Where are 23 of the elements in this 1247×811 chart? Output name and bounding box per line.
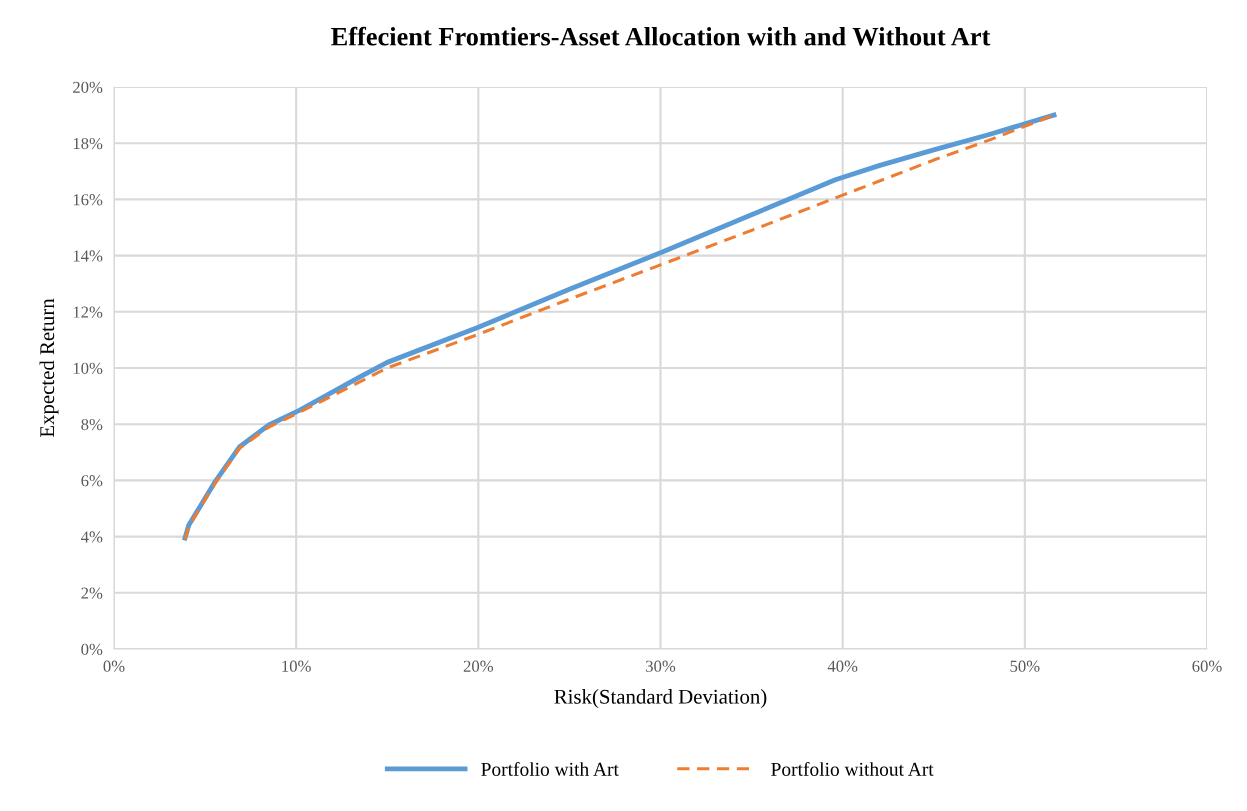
- chart-title: Effecient Fromtiers-Asset Allocation with and Without Art: [331, 26, 991, 46]
- y-tick-label: 16%: [73, 194, 103, 206]
- y-tick-label: 0%: [81, 643, 103, 655]
- y-tick-label: 2%: [81, 587, 103, 599]
- y-tick-label: 6%: [81, 475, 103, 487]
- legend-label: Portfolio with Art: [481, 761, 619, 776]
- x-tick-label: 10%: [282, 660, 311, 672]
- x-tick-label: 20%: [463, 660, 494, 672]
- y-tick-label: 4%: [81, 531, 103, 543]
- x-tick-label: 40%: [827, 660, 858, 672]
- x-tick-label: 30%: [646, 660, 676, 672]
- x-axis-title: Risk(Standard Deviation): [554, 689, 767, 709]
- x-tick-label: 50%: [1010, 660, 1040, 672]
- y-tick-label: 18%: [73, 137, 103, 150]
- y-tick-label: 8%: [81, 418, 103, 431]
- x-tick-label: 0%: [103, 660, 125, 672]
- x-tick-label: 60%: [1192, 660, 1222, 672]
- y-tick-label: 12%: [73, 306, 103, 318]
- y-tick-label: 10%: [73, 362, 103, 374]
- y-tick-label: 20%: [73, 81, 103, 93]
- y-axis-title: Expected Return: [39, 298, 59, 438]
- y-tick-label: 14%: [73, 250, 103, 262]
- legend-label: Portfolio without Art: [771, 761, 934, 776]
